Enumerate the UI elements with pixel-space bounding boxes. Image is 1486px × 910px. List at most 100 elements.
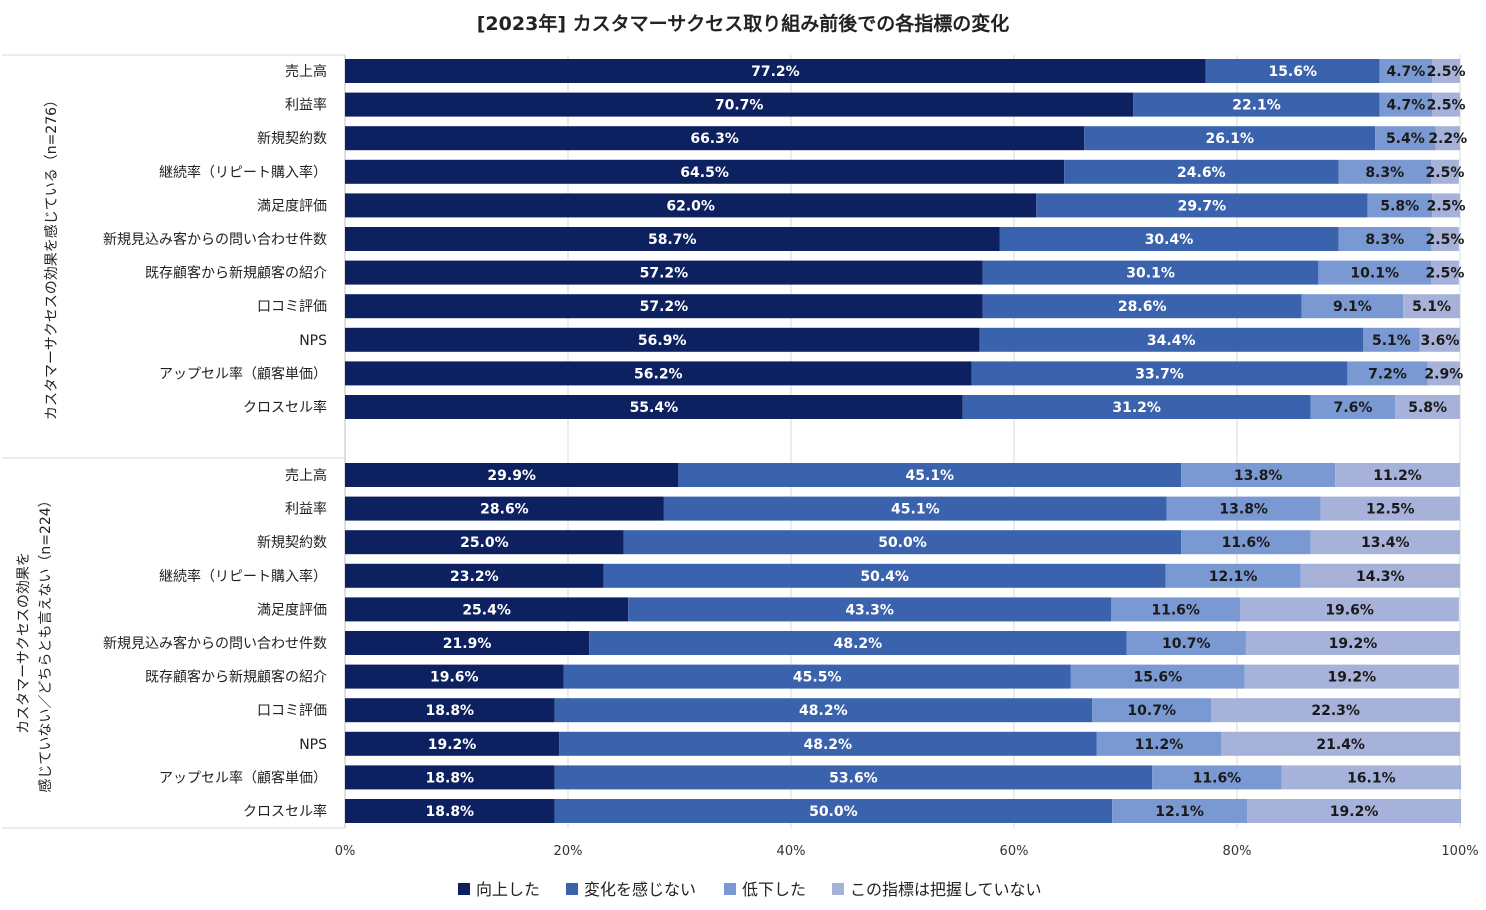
bar-segment-3 (1379, 59, 1433, 83)
bar-segment-2 (589, 631, 1127, 655)
data-label: 45.1% (891, 502, 940, 518)
bar-segment-4 (1310, 530, 1460, 555)
bar-segment-1 (345, 193, 1037, 218)
bar-segment-3 (1181, 463, 1336, 487)
bars (345, 59, 1462, 823)
data-label: 45.5% (793, 670, 842, 686)
bar-segment-4 (1431, 159, 1459, 184)
bar-segment-2 (962, 395, 1311, 419)
bar-segment-1 (345, 463, 679, 487)
data-label: 48.2% (834, 636, 883, 652)
group-label: 感じていない／どちらとも言えない（n=224） (37, 493, 54, 792)
bar-segment-4 (1403, 294, 1460, 319)
category-label: 口コミ評価 (257, 299, 327, 315)
category-label: アップセル率（顧客単価） (159, 769, 327, 786)
category-label: NPS (299, 333, 327, 349)
bar-segment-2 (1036, 193, 1368, 218)
bar-segment-3 (1126, 631, 1246, 655)
bar-segment-4 (1431, 260, 1459, 285)
data-label: 4.7% (1387, 64, 1426, 80)
bar-segment-1 (345, 59, 1206, 83)
data-label: 2.5% (1426, 165, 1465, 181)
bar-segment-2 (982, 294, 1302, 319)
bar-segment-1 (345, 799, 555, 823)
data-label: 43.3% (845, 602, 894, 618)
data-label: 11.2% (1373, 468, 1422, 484)
category-label: 売上高 (285, 467, 327, 484)
data-label: 28.6% (480, 502, 529, 518)
group-label: カスタマーサクセスの効果を (16, 552, 32, 734)
bar-segment-4 (1335, 463, 1460, 487)
data-label: 2.2% (1428, 131, 1467, 147)
data-label: 15.6% (1134, 670, 1183, 686)
bar-segment-1 (345, 731, 560, 756)
data-label: 50.0% (809, 804, 858, 820)
bar-segment-2 (628, 597, 1112, 622)
data-label: 10.7% (1127, 703, 1176, 719)
legend-label: この指標は把握していない (850, 880, 1042, 899)
bar-segment-3 (1096, 731, 1222, 756)
data-label: 2.5% (1426, 266, 1465, 282)
bar-segment-2 (554, 799, 1113, 823)
value-labels: 77.2% 15.6% 4.7% 2.5%70.7% 22.1% 4.7% 2.5%66.3… (426, 64, 1468, 820)
bar-segment-3 (1375, 126, 1436, 151)
data-label: 11.6% (1193, 770, 1242, 786)
bar-segment-4 (1281, 765, 1462, 790)
data-label: 70.7% (715, 98, 764, 114)
data-label: 5.1% (1412, 299, 1451, 315)
data-label: 53.6% (829, 770, 878, 786)
bar-segment-4 (1432, 59, 1460, 83)
bar-segment-3 (1347, 361, 1428, 386)
category-label: NPS (299, 737, 327, 753)
bar-segment-2 (999, 227, 1339, 251)
bar-segment-2 (563, 664, 1071, 689)
bar-segment-3 (1338, 227, 1432, 251)
data-label: 2.5% (1427, 198, 1466, 214)
data-label: 56.2% (634, 366, 683, 382)
category-label: アップセル率（顧客単価） (159, 365, 327, 382)
bar-segment-3 (1070, 664, 1245, 689)
bar-segment-1 (345, 765, 555, 790)
data-label: 18.8% (426, 770, 475, 786)
bar-segment-4 (1221, 731, 1460, 756)
x-tick-label: 80% (1223, 844, 1252, 859)
data-label: 19.2% (1328, 670, 1377, 686)
bar-segment-2 (1133, 92, 1380, 117)
data-label: 12.5% (1366, 502, 1415, 518)
data-label: 19.6% (430, 670, 479, 686)
bar-segment-3 (1111, 597, 1241, 622)
data-label: 58.7% (648, 232, 697, 248)
bar-segment-4 (1419, 327, 1460, 352)
category-label: 売上高 (285, 63, 327, 80)
bar-segment-4 (1435, 126, 1460, 151)
data-label: 10.1% (1350, 266, 1399, 282)
data-label: 48.2% (804, 737, 853, 753)
data-label: 2.9% (1424, 366, 1463, 382)
bar-segment-1 (345, 395, 963, 419)
bar-segment-2 (678, 463, 1182, 487)
bar-segment-3 (1338, 159, 1432, 184)
data-label: 22.3% (1311, 703, 1360, 719)
category-label: 新規見込み客からの問い合わせ件数 (103, 635, 327, 652)
data-label: 5.4% (1386, 131, 1425, 147)
bar-segment-1 (345, 597, 629, 622)
bar-segment-3 (1379, 92, 1433, 117)
data-label: 19.2% (428, 737, 477, 753)
category-label: クロスセル率 (243, 399, 327, 416)
bar-segment-4 (1395, 395, 1460, 419)
data-label: 19.6% (1325, 602, 1374, 618)
bar-segment-1 (345, 159, 1065, 184)
category-label: 利益率 (285, 501, 327, 518)
data-label: 64.5% (680, 165, 729, 181)
data-label: 13.8% (1219, 502, 1268, 518)
x-tick-label: 40% (777, 844, 806, 859)
data-label: 11.2% (1135, 737, 1184, 753)
data-label: 55.4% (630, 400, 679, 416)
group-labels: カスタマーサクセスの効果を感じている（n=276） カスタマーサクセスの効果を 感じ… (16, 93, 60, 793)
bar-segment-1 (345, 361, 972, 386)
bar-segment-2 (1064, 159, 1339, 184)
bar-segment-3 (1165, 563, 1301, 588)
category-label: 新規契約数 (257, 131, 327, 147)
data-label: 29.9% (487, 468, 536, 484)
bar-segment-2 (982, 260, 1319, 285)
